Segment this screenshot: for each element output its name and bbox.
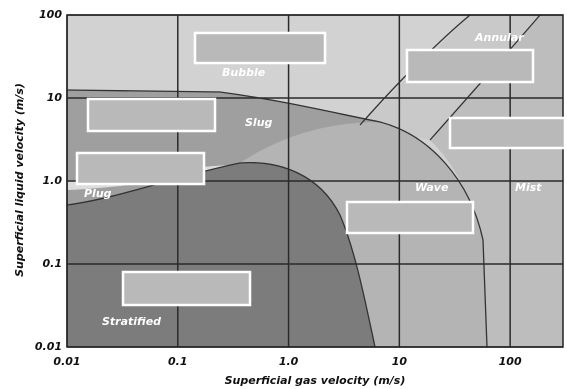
y-axis-label: Superficial liquid velocity (m/s) bbox=[13, 83, 26, 277]
x-tick-label: 100 bbox=[499, 355, 522, 368]
y-tick-label: 10 bbox=[47, 91, 63, 104]
region-label: Bubble bbox=[222, 66, 266, 79]
y-tick-label: 100 bbox=[39, 8, 62, 21]
annular-inset bbox=[407, 50, 533, 82]
region-label: Mist bbox=[515, 181, 542, 194]
x-axis-label: Superficial gas velocity (m/s) bbox=[225, 374, 406, 387]
stratified-inset bbox=[123, 272, 250, 305]
wave-inset bbox=[347, 202, 473, 233]
y-tick-label: 1.0 bbox=[43, 174, 63, 187]
region-label: Plug bbox=[84, 187, 112, 200]
region-label: Annular bbox=[474, 31, 524, 44]
y-tick-label: 0.1 bbox=[43, 257, 63, 270]
region-label: Wave bbox=[415, 181, 449, 194]
chart: Annular Bubble Slug Plug Wave Mist Strat… bbox=[0, 0, 567, 389]
x-tick-label: 0.01 bbox=[53, 355, 80, 368]
bubble-inset bbox=[195, 33, 325, 63]
slug-inset bbox=[88, 99, 215, 131]
x-tick-label: 1.0 bbox=[279, 355, 299, 368]
mist-inset bbox=[450, 118, 565, 148]
x-tick-label: 0.1 bbox=[168, 355, 188, 368]
region-label: Slug bbox=[245, 116, 273, 129]
plug-inset bbox=[77, 153, 204, 184]
x-tick-label: 10 bbox=[392, 355, 408, 368]
y-tick-label: 0.01 bbox=[35, 340, 62, 353]
region-label: Stratified bbox=[102, 315, 161, 328]
